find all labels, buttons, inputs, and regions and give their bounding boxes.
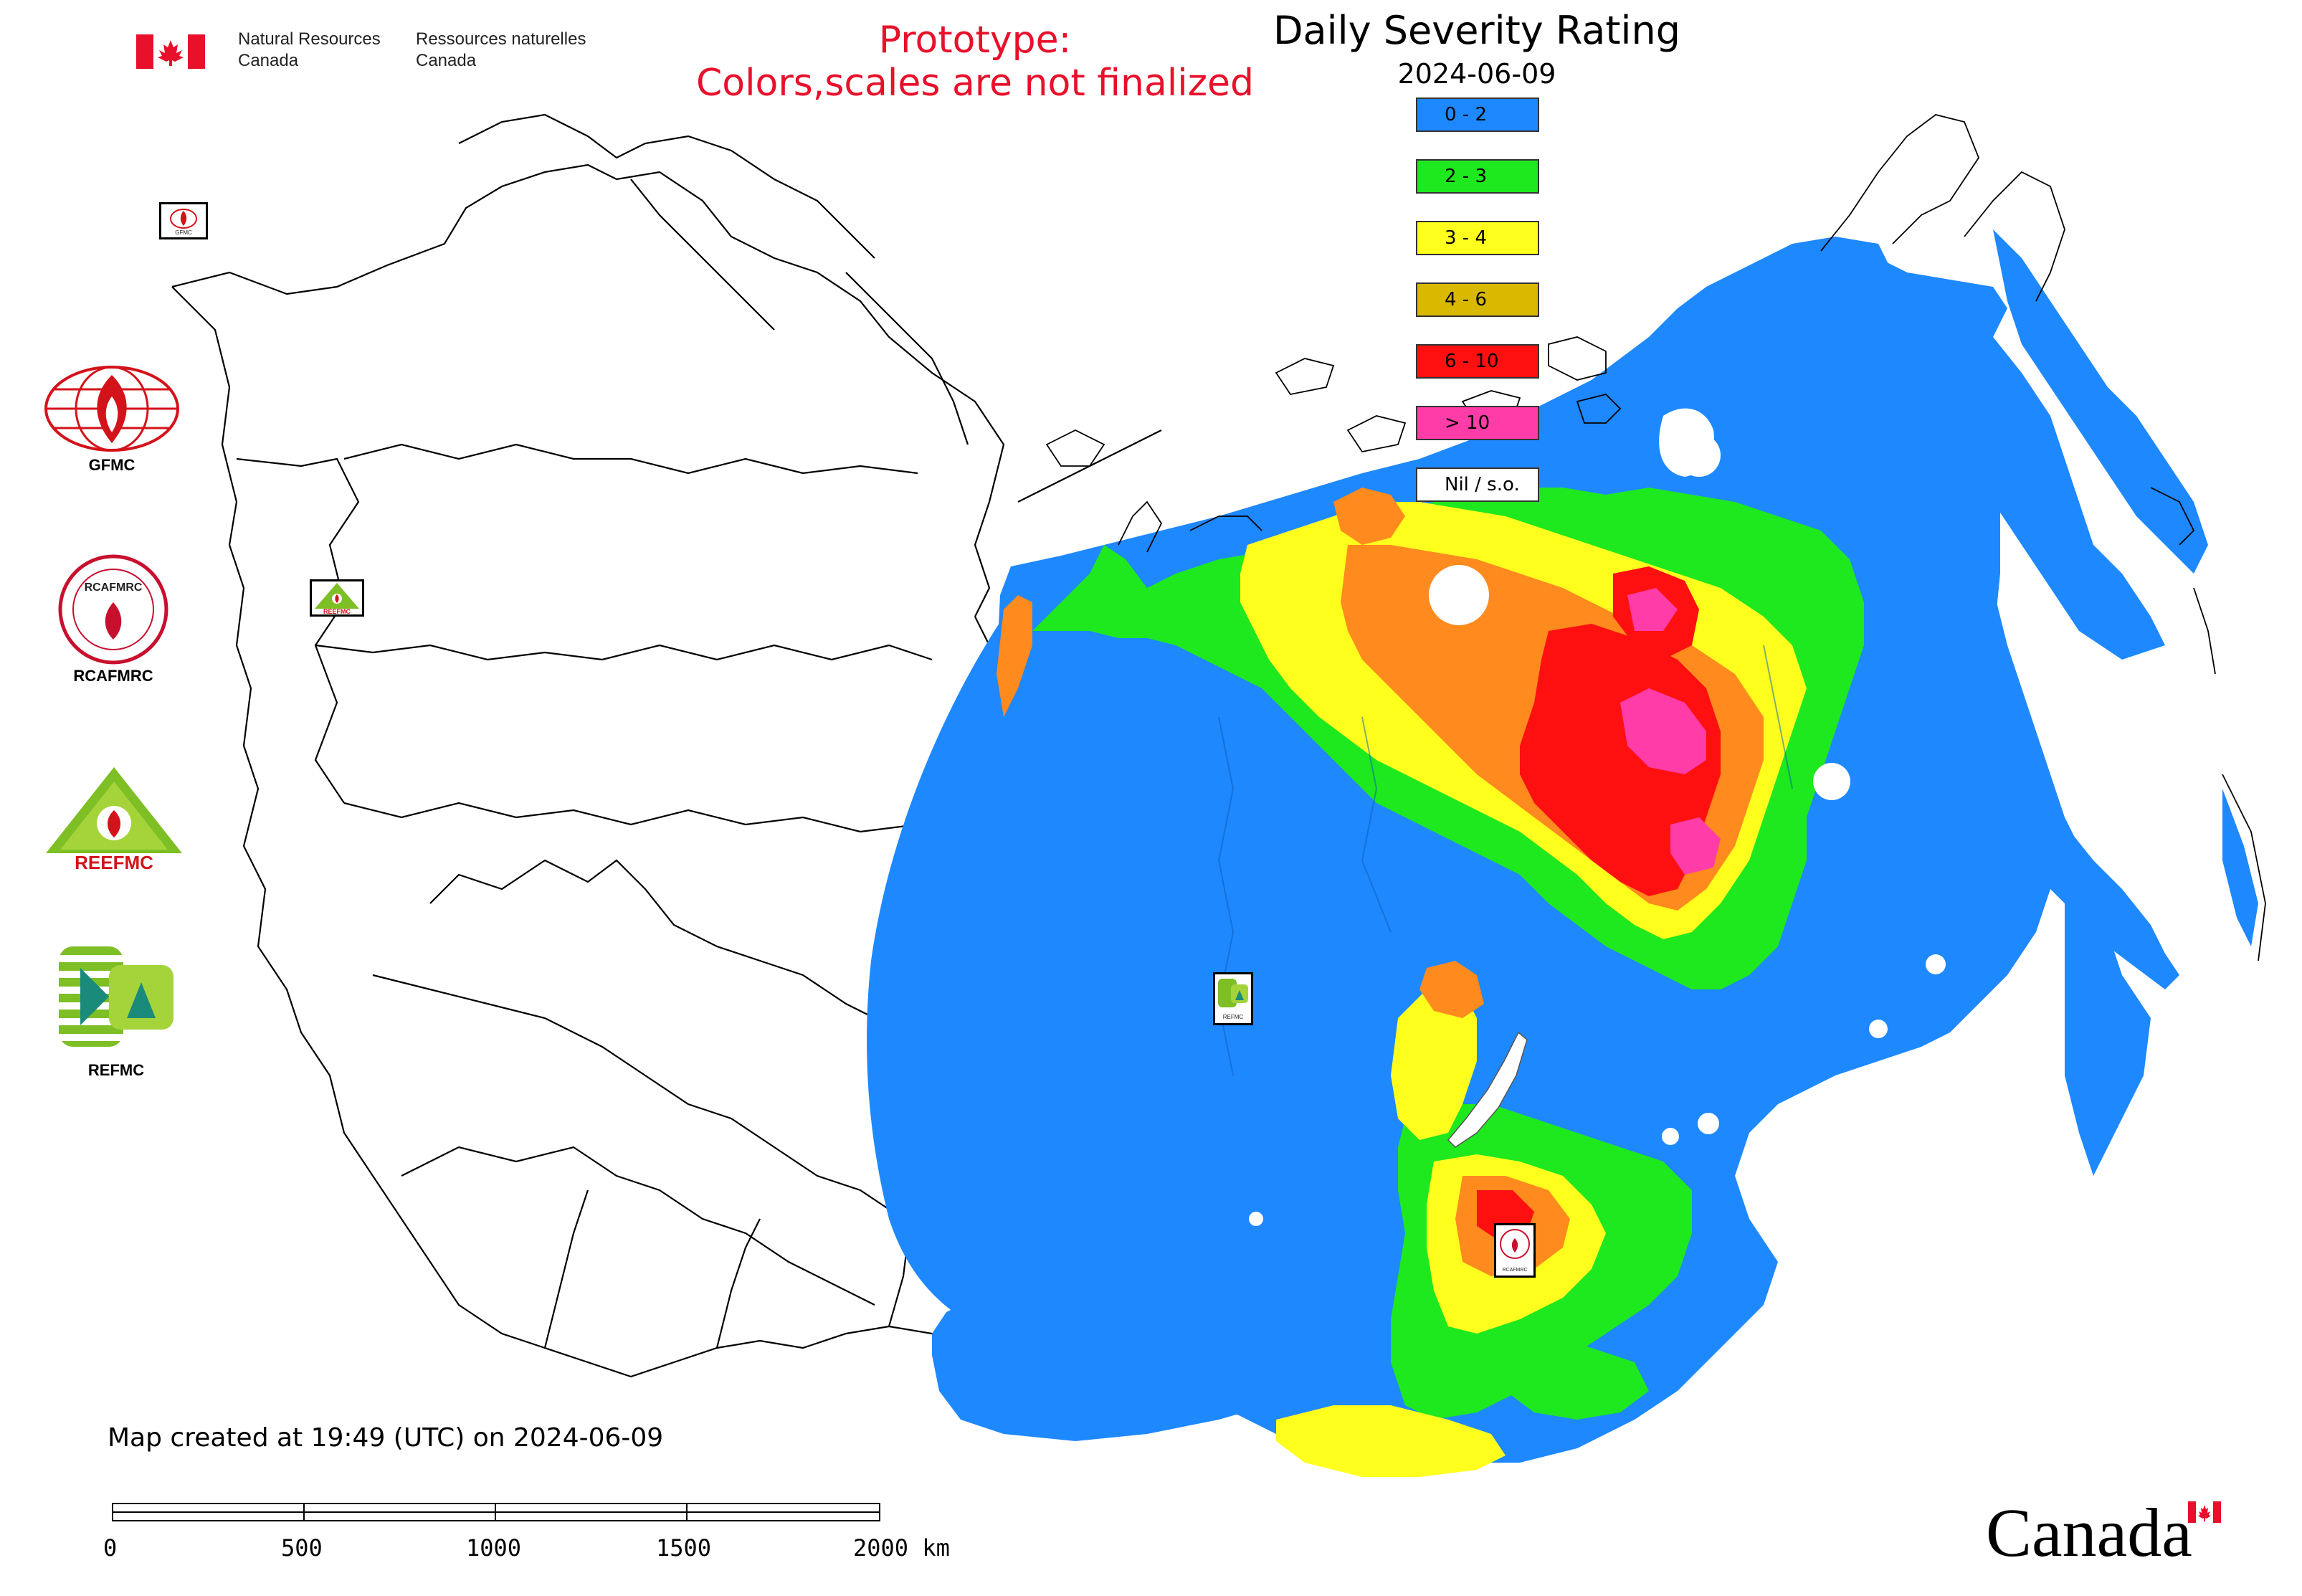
zone-orange-3	[997, 595, 1032, 717]
nrcan-fr-line2: Canada	[416, 51, 477, 70]
zone-magenta-2	[1670, 817, 1721, 875]
legend-item: 2 - 3	[1416, 159, 1539, 194]
zone-green-west	[1032, 545, 1147, 631]
legend-label: > 10	[1445, 412, 1490, 434]
gfmc-logo: GFMC	[40, 364, 184, 474]
far-east-blue	[1792, 244, 2165, 660]
lake-baikal	[1447, 1031, 1528, 1148]
gfmc-marker-text: GFMC	[175, 229, 192, 236]
canada-wordmark-text: Canada	[1986, 1494, 2192, 1571]
coastlines	[1045, 114, 2266, 961]
nrcan-fr-line1: Ressources naturelles	[416, 29, 586, 49]
refmc-marker-text: REFMC	[1223, 1014, 1244, 1020]
scale-label: 0	[103, 1534, 118, 1562]
nrcan-en-line1: Natural Resources	[238, 29, 381, 49]
legend-label: 0 - 2	[1445, 104, 1487, 125]
nil-areas	[1249, 408, 2017, 1226]
legend-label: 4 - 6	[1445, 289, 1487, 310]
zone-baikal-yellow	[1391, 989, 1477, 1140]
kamchatka-blue	[1993, 229, 2208, 574]
refmc-logo: REFMC	[59, 946, 173, 1090]
legend: 0 - 2 2 - 3 3 - 4 4 - 6 6 - 10 > 10 Nil …	[1416, 98, 1545, 513]
legend-label: Nil / s.o.	[1445, 474, 1520, 495]
nrcan-fr: Ressources naturelles Canada	[416, 29, 586, 72]
legend-item: 0 - 2	[1416, 98, 1539, 132]
zone-magenta-3	[1627, 588, 1678, 631]
refmc-map-marker[interactable]: REFMC	[1213, 972, 1253, 1025]
reefmc-logo: REEFMC	[39, 767, 189, 875]
legend-label: 3 - 4	[1445, 227, 1487, 249]
scale-label: 500	[281, 1534, 323, 1562]
rcafmrc-map-marker[interactable]: RCAFMRC	[1494, 1223, 1536, 1278]
legend-label: 2 - 3	[1445, 166, 1487, 187]
canada-wordmark-flag-icon	[2188, 1501, 2221, 1523]
rcafmrc-emblem-icon: RCAFMRC	[58, 554, 168, 665]
reefmc-map-marker[interactable]: REEFMC	[310, 579, 364, 617]
gfmc-caption: GFMC	[88, 456, 135, 474]
refmc-caption: REFMC	[87, 1061, 145, 1079]
rcafmrc-marker-text: RCAFMRC	[1503, 1268, 1528, 1273]
map-title: Daily Severity Rating	[1273, 8, 1681, 53]
prototype-line2: Colors,scales are not finalized	[695, 62, 1255, 105]
rcafmrc-logo: RCAFMRC RCAFMRC	[56, 552, 171, 688]
reefmc-marker-icon: REEFMC	[315, 583, 359, 615]
nrcan-en: Natural Resources Canada	[238, 29, 381, 72]
canada-flag-icon	[136, 34, 205, 69]
map-created-text: Map created at 19:49 (UTC) on 2024-06-09	[108, 1423, 664, 1453]
prototype-line1: Prototype:	[878, 19, 1072, 62]
scale-bar	[112, 1503, 880, 1521]
rcafmrc-caption: RCAFMRC	[73, 667, 153, 685]
nrcan-en-line2: Canada	[238, 51, 299, 70]
legend-item: 6 - 10	[1416, 344, 1539, 379]
scale-label: 2000 km	[853, 1534, 950, 1562]
prototype-notice: Prototype: Colors,scales are not finaliz…	[645, 19, 1305, 105]
nrcan-signature: Natural Resources Canada Ressources natu…	[136, 29, 595, 79]
zone-magenta	[1620, 688, 1706, 774]
scale-label: 1000	[466, 1534, 522, 1562]
zone-bottom-green	[1506, 1334, 1649, 1420]
map-date: 2024-06-09	[1397, 58, 1556, 90]
legend-item: 3 - 4	[1416, 221, 1539, 255]
svg-text:RCAFMRC: RCAFMRC	[85, 581, 143, 594]
gfmc-marker-icon: GFMC	[170, 209, 197, 236]
scale-label: 1500	[656, 1534, 712, 1562]
legend-label: 6 - 10	[1445, 351, 1499, 372]
legend-item: Nil / s.o.	[1416, 467, 1539, 502]
gfmc-emblem-icon	[44, 366, 179, 452]
reefmc-emblem-icon: REEFMC	[39, 767, 189, 873]
sakhalin-blue	[2015, 796, 2179, 989]
refmc-emblem-icon	[59, 946, 173, 1047]
japan-blue	[2222, 789, 2258, 946]
reefmc-logo-text: REEFMC	[75, 852, 153, 873]
reefmc-marker-text: REEFMC	[323, 608, 351, 614]
legend-item: 4 - 6	[1416, 282, 1539, 317]
gfmc-map-marker[interactable]: GFMC	[159, 202, 208, 239]
legend-item: > 10	[1416, 406, 1539, 440]
zone-orange-2	[1333, 488, 1405, 545]
zone-bottom-yellow	[1276, 1405, 1506, 1477]
rcafmrc-marker-icon: RCAFMRC	[1500, 1229, 1530, 1273]
zone-baikal-orange	[1419, 961, 1484, 1018]
refmc-marker-icon: REFMC	[1218, 979, 1248, 1020]
canada-wordmark: Canada	[1986, 1491, 2230, 1570]
country-boundaries	[171, 113, 1162, 1399]
